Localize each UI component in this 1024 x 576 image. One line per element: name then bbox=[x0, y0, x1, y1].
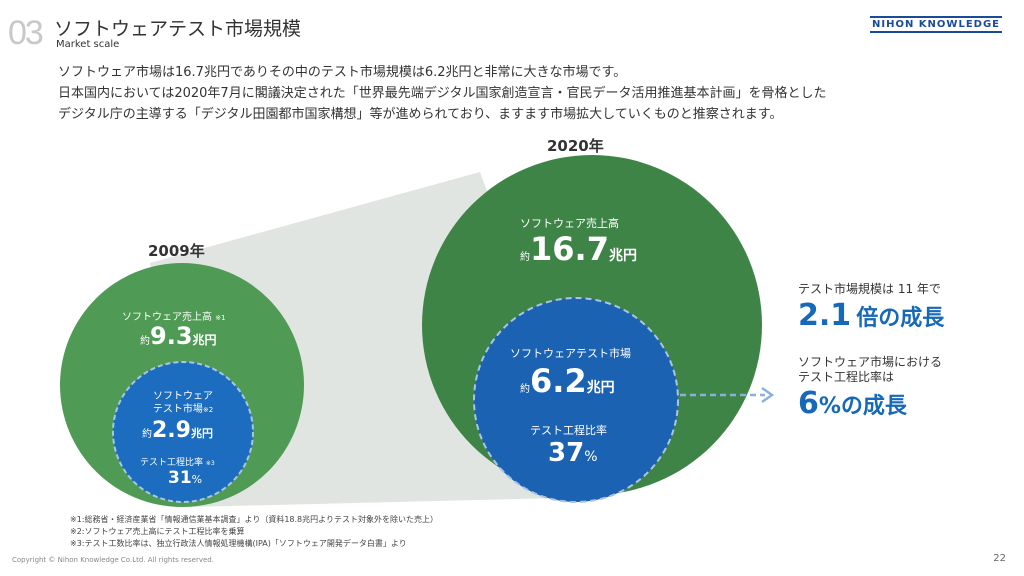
circle-2020-test bbox=[473, 297, 679, 503]
label: テスト市場 bbox=[152, 404, 203, 415]
growth-multiplier: 2.1 bbox=[798, 298, 852, 333]
unit: 兆円 bbox=[586, 380, 615, 396]
approx: 約 bbox=[520, 384, 530, 395]
company-logo: NIHON KNOWLEDGE bbox=[869, 16, 1002, 33]
ratio-2009-value: 31 bbox=[168, 468, 192, 488]
circle-2009-test bbox=[112, 361, 254, 503]
test-2009-value: 2.9 bbox=[152, 418, 191, 443]
copyright: Copyright © Nihon Knowledge Co.Ltd. All … bbox=[12, 556, 214, 564]
summary-line: ソフトウェア市場における bbox=[798, 355, 943, 369]
year-2009: 2009年 bbox=[148, 242, 205, 260]
section-number: 03 bbox=[8, 14, 44, 52]
pct: % bbox=[584, 449, 598, 465]
approx: 約 bbox=[140, 336, 150, 347]
footnote: ※1:総務省・経済産業省「情報通信業基本調査」より（資料18.8兆円よりテスト対… bbox=[70, 515, 438, 524]
intro-line: 日本国内においては2020年7月に閣議決定された「世界最先端デジタル国家創造宣言… bbox=[58, 86, 827, 101]
note: ※2 bbox=[202, 406, 214, 414]
footnote: ※2:ソフトウェア売上高にテスト工程比率を乗算 bbox=[70, 527, 245, 536]
ratio-growth: 6 bbox=[798, 386, 819, 421]
page-title: ソフトウェアテスト市場規模 bbox=[54, 18, 302, 40]
label: ソフトウェア bbox=[153, 391, 213, 402]
intro-line: ソフトウェア市場は16.7兆円でありその中のテスト市場規模は6.2兆円と非常に大… bbox=[58, 65, 627, 80]
sales-2020-value: 16.7 bbox=[530, 230, 609, 268]
arrow-head-icon bbox=[761, 386, 775, 404]
summary-line: テスト工程比率は bbox=[798, 370, 895, 384]
summary-line: テスト市場規模は 11 年で bbox=[798, 282, 941, 296]
label: テスト工程比率 bbox=[530, 424, 607, 437]
ratio-2020-value: 37 bbox=[548, 438, 585, 468]
unit: 兆円 bbox=[192, 333, 217, 347]
note: ※1 bbox=[215, 314, 226, 322]
label: ソフトウェア売上高 bbox=[520, 217, 619, 230]
page-subtitle: Market scale bbox=[56, 39, 120, 50]
year-2020: 2020年 bbox=[547, 137, 604, 155]
test-2020-value: 6.2 bbox=[530, 362, 587, 400]
page-number: 22 bbox=[993, 553, 1006, 564]
label: ソフトウェア売上高 bbox=[122, 312, 212, 323]
note: ※3 bbox=[205, 460, 215, 467]
growth-text: %の成長 bbox=[818, 394, 907, 419]
label: テスト工程比率 bbox=[140, 458, 204, 468]
pct: % bbox=[191, 473, 203, 486]
approx: 約 bbox=[142, 429, 152, 440]
intro-line: デジタル庁の主導する「デジタル田園都市国家構想」等が進められており、ますます市場… bbox=[58, 107, 783, 122]
growth-text: 倍の成長 bbox=[856, 306, 945, 331]
unit: 兆円 bbox=[608, 248, 637, 264]
footnote: ※3:テスト工数比率は、独立行政法人情報処理機構(IPA)「ソフトウェア開発デー… bbox=[70, 539, 407, 548]
unit: 兆円 bbox=[190, 427, 213, 440]
label: ソフトウェアテスト市場 bbox=[510, 347, 631, 360]
sales-2009-value: 9.3 bbox=[150, 322, 193, 350]
approx: 約 bbox=[520, 252, 530, 263]
